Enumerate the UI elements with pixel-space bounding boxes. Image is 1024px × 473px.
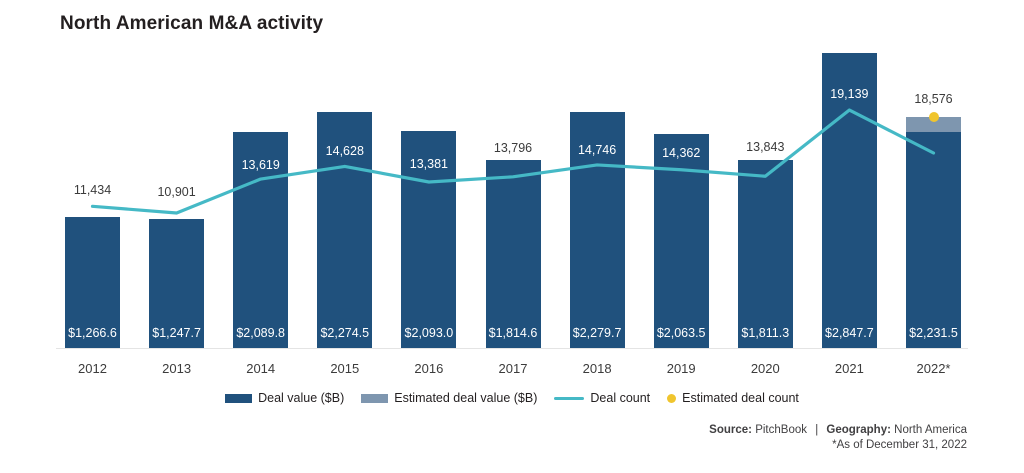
year-label: 2013 xyxy=(162,361,192,376)
bar-2012 xyxy=(65,216,120,348)
legend-label: Estimated deal count xyxy=(682,391,799,405)
deal-value-label: $2,847.7 xyxy=(825,326,874,340)
legend-label: Deal value ($B) xyxy=(258,391,345,405)
deal-value-label: $2,063.5 xyxy=(656,326,706,340)
year-label: 2014 xyxy=(246,361,276,376)
legend-item-estimated-deal-count: Estimated deal count xyxy=(667,391,799,405)
deal-count-label: 19,139 xyxy=(830,87,869,101)
year-label: 2016 xyxy=(414,361,444,376)
deal-count-label: 13,796 xyxy=(493,141,533,156)
legend: Deal value ($B) Estimated deal value ($B… xyxy=(0,391,1024,405)
x-axis-line xyxy=(56,348,968,349)
footer: Source: PitchBook | Geography: North Ame… xyxy=(709,423,967,453)
legend-label: Deal count xyxy=(590,391,651,405)
estimated-deal-count-dot-icon xyxy=(667,393,677,403)
legend-item-estimated-deal-value: Estimated deal value ($B) xyxy=(361,391,537,405)
estimated-deal-value-swatch-icon xyxy=(361,393,389,403)
year-label: 2022* xyxy=(916,361,951,376)
deal-count-label: 13,619 xyxy=(241,157,280,172)
chart-title: North American M&A activity xyxy=(60,13,324,34)
year-label: 2018 xyxy=(582,361,612,376)
bar-2017 xyxy=(485,160,541,348)
geography-label: Geography: xyxy=(826,424,891,436)
deal-count-line-icon xyxy=(554,396,585,400)
year-label: 2020 xyxy=(750,361,780,376)
source-label: Source: xyxy=(709,424,752,436)
deal-value-label: $2,093.0 xyxy=(404,326,454,340)
year-label: 2015 xyxy=(330,361,360,376)
footer-divider: | xyxy=(815,424,819,436)
deal-count-label: 10,901 xyxy=(157,184,196,199)
deal-value-label: $2,279.7 xyxy=(572,326,622,340)
deal-count-label: 13,381 xyxy=(409,157,448,172)
bar-2020 xyxy=(737,160,793,348)
estimated-deal-count-label: 18,576 xyxy=(914,91,953,106)
legend-item-deal-count: Deal count xyxy=(554,391,650,405)
geography-value: North America xyxy=(894,424,967,436)
bar-2013 xyxy=(149,218,205,348)
source-line: Source: PitchBook | Geography: North Ame… xyxy=(709,423,967,438)
estimated-deal-count-dot xyxy=(928,111,939,122)
deal-value-label: $1,266.6 xyxy=(68,326,117,340)
as-of-note: *As of December 31, 2022 xyxy=(832,439,967,451)
legend-item-deal-value: Deal value ($B) xyxy=(225,391,344,405)
deal-value-label: $1,247.7 xyxy=(152,326,201,340)
deal-value-label: $2,231.5 xyxy=(909,326,958,340)
deal-count-label: 14,746 xyxy=(577,142,617,157)
source-value: PitchBook xyxy=(755,424,807,436)
deal-value-label: $2,089.8 xyxy=(236,326,286,340)
deal-value-label: $1,814.6 xyxy=(488,326,538,340)
deal-count-label: 14,628 xyxy=(325,144,364,159)
bar-2022* xyxy=(906,116,961,348)
year-label: 2012 xyxy=(78,361,107,376)
year-label: 2021 xyxy=(834,361,864,376)
legend-label: Estimated deal value ($B) xyxy=(394,391,538,405)
year-label: 2017 xyxy=(498,361,528,376)
deal-value-label: $1,811.3 xyxy=(741,326,790,340)
bar-2019 xyxy=(653,134,709,348)
year-label: 2019 xyxy=(666,361,696,376)
deal-count-label: 11,434 xyxy=(73,182,112,197)
deal-value-swatch-icon xyxy=(225,393,253,403)
deal-count-label: 13,843 xyxy=(746,140,785,155)
deal-count-label: 14,362 xyxy=(662,146,701,161)
deal-value-label: $2,274.5 xyxy=(320,326,370,340)
